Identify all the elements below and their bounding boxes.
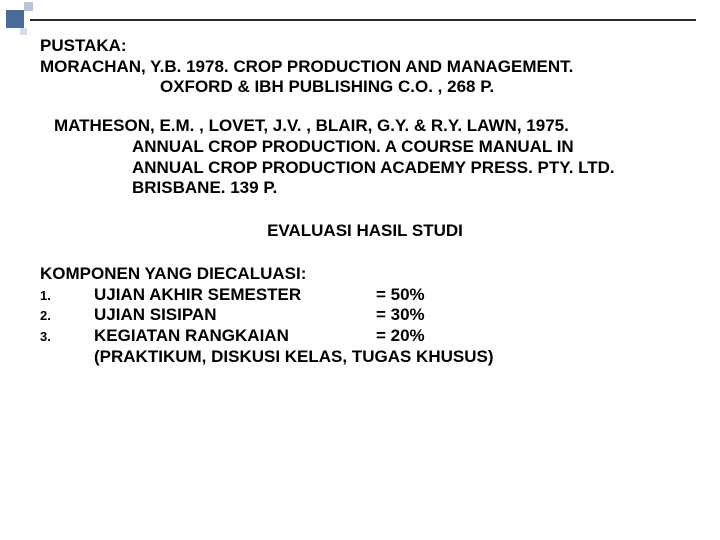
item-percent: = 30% [376,305,425,326]
horizontal-rule [30,19,696,21]
component-heading: KOMPONEN YANG DIECALUASI: [40,264,690,285]
reference-1-line: MORACHAN, Y.B. 1978. CROP PRODUCTION AND… [40,57,690,78]
slide-content: PUSTAKA: MORACHAN, Y.B. 1978. CROP PRODU… [40,36,690,368]
reference-2-line: ANNUAL CROP PRODUCTION ACADEMY PRESS. PT… [40,158,690,179]
item-label: KEGIATAN RANGKAIAN [94,326,376,347]
square-icon [24,2,33,11]
item-number: 2. [40,305,94,326]
evaluation-title: EVALUASI HASIL STUDI [40,221,690,242]
reference-2-line: ANNUAL CROP PRODUCTION. A COURSE MANUAL … [40,137,690,158]
list-item: 1. UJIAN AKHIR SEMESTER = 50% [40,285,690,306]
reference-1-line: OXFORD & IBH PUBLISHING C.O. , 268 P. [40,77,690,98]
item-label: UJIAN AKHIR SEMESTER [94,285,376,306]
item-note: (PRAKTIKUM, DISKUSI KELAS, TUGAS KHUSUS) [40,347,690,368]
item-label: UJIAN SISIPAN [94,305,376,326]
item-percent: = 50% [376,285,425,306]
reference-2-line: MATHESON, E.M. , LOVET, J.V. , BLAIR, G.… [40,116,690,137]
item-percent: = 20% [376,326,425,347]
item-number: 1. [40,285,94,306]
list-item: 2. UJIAN SISIPAN = 30% [40,305,690,326]
square-icon [20,28,27,35]
item-number: 3. [40,326,94,347]
list-item: 3. KEGIATAN RANGKAIAN = 20% [40,326,690,347]
reference-2-line: BRISBANE. 139 P. [40,178,690,199]
square-icon [6,10,24,28]
bibliography-heading: PUSTAKA: [40,36,690,57]
